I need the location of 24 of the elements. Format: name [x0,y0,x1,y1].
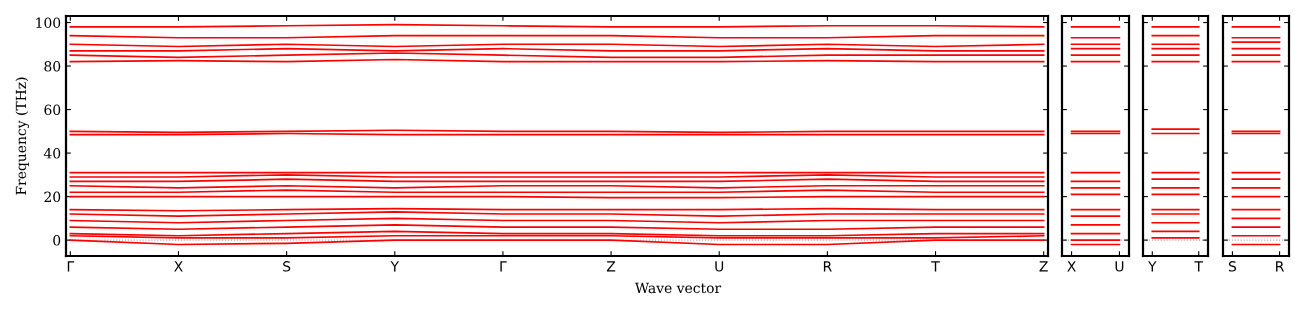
x-tick-label: Γ [500,261,507,272]
x-tick-label: U [1115,261,1124,272]
y-tick-label: 20 [44,191,61,203]
x-tick-label: U [715,261,724,272]
x-tick-label: Γ [67,261,75,272]
x-axis-title: Wave vector [634,282,722,294]
x-tick-label: Y [1148,261,1157,272]
y-tick-label: 80 [44,61,61,72]
x-tick-label: X [174,261,183,272]
x-tick-label: Y [390,261,400,272]
x-tick-label: R [1276,261,1284,272]
x-tick-label: R [823,261,832,272]
y-tick-label: 40 [43,148,61,159]
x-tick-label: X [1067,261,1076,272]
x-tick-label: Z [606,261,616,272]
x-tick-label: Z [1039,261,1048,272]
x-tick-label: S [283,261,291,272]
x-tick-label: T [1194,261,1203,272]
x-tick-label: S [1228,261,1237,272]
y-axis-title: Frequency (THz) [15,77,30,195]
y-tick-label: 60 [44,104,61,116]
x-tick-label: T [931,261,940,272]
y-tick-label: 0 [53,235,61,246]
y-tick-label: 100 [36,17,61,28]
